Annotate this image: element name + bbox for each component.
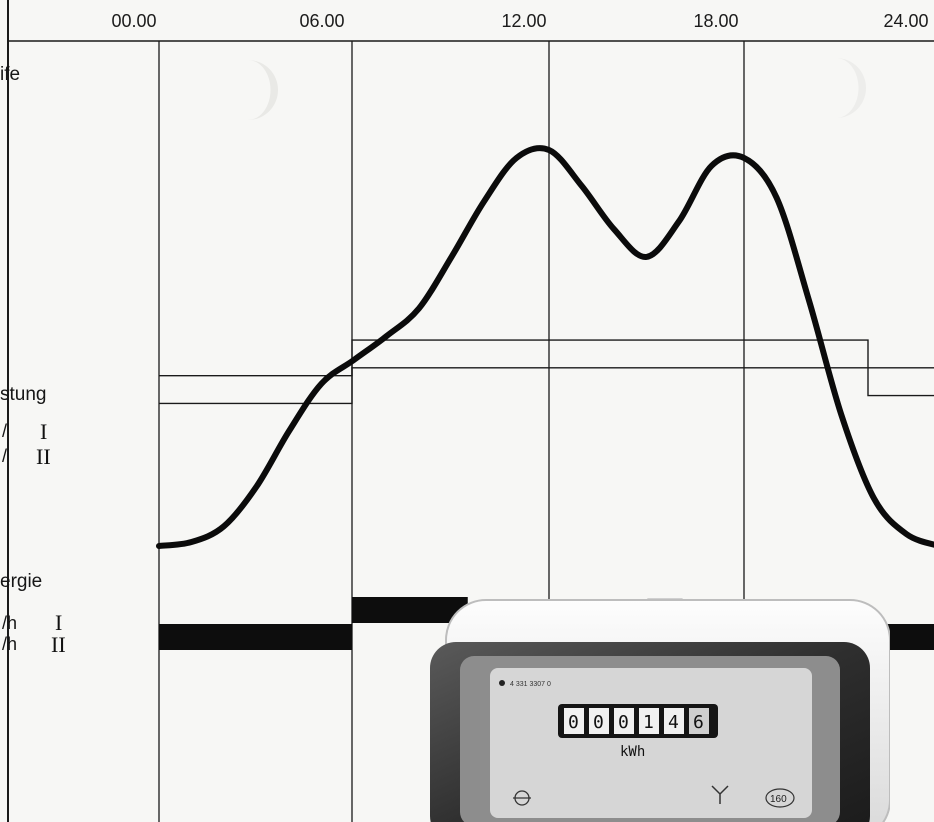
power-row-2-prefix: / bbox=[2, 446, 8, 466]
meter-dial-icon bbox=[765, 788, 795, 808]
energy-tariff-2-label: II bbox=[51, 632, 66, 657]
meter-three-phase-icon bbox=[711, 785, 729, 804]
meter-plate-code: 4 331 3307 0 bbox=[510, 681, 551, 688]
load-curve bbox=[156, 145, 934, 549]
meter-dial-number: 160 bbox=[770, 794, 787, 805]
counter-digit-box bbox=[689, 708, 709, 734]
counter-digit-box bbox=[664, 708, 684, 734]
section-label-load: ife bbox=[0, 64, 21, 85]
power-step-line-2 bbox=[159, 367, 934, 405]
x-tick-label: 12.00 bbox=[501, 11, 547, 31]
counter-digit-box bbox=[589, 708, 609, 734]
load-curve-line bbox=[156, 145, 934, 549]
energy-bar-1 bbox=[159, 624, 352, 650]
section-label-energy: ergie bbox=[0, 571, 43, 592]
power-step-line-1 bbox=[159, 339, 934, 377]
counter-digit: 1 bbox=[643, 712, 654, 733]
meter-unit: kWh bbox=[620, 744, 645, 760]
counter-digit: 6 bbox=[693, 712, 704, 733]
energy-bars bbox=[159, 597, 934, 650]
section-label-power: stung bbox=[0, 384, 47, 405]
counter-digit: 0 bbox=[568, 712, 579, 733]
x-tick-label: 06.00 bbox=[299, 11, 345, 31]
counter-digit: 0 bbox=[618, 712, 629, 733]
power-row-1-prefix: / bbox=[2, 421, 8, 441]
moon-icons bbox=[248, 58, 866, 120]
power-tariff-1-label: I bbox=[40, 419, 48, 444]
moon-icon bbox=[836, 58, 866, 118]
energy-row-1-prefix: /h bbox=[2, 613, 18, 633]
moon-icon bbox=[248, 60, 278, 120]
power-tariff-2-label: II bbox=[36, 444, 51, 469]
energy-bar-2 bbox=[352, 597, 468, 623]
plate-screw bbox=[499, 680, 505, 686]
counter-digit: 0 bbox=[593, 712, 604, 733]
energy-tariff-1-label: I bbox=[55, 610, 63, 635]
counter-digit-box bbox=[564, 708, 584, 734]
energy-row-2-prefix: /h bbox=[2, 634, 18, 654]
counter-digit: 4 bbox=[668, 712, 679, 733]
x-tick-label: 00.00 bbox=[111, 11, 157, 31]
counter-digit-box bbox=[639, 708, 659, 734]
x-tick-label: 18.00 bbox=[693, 11, 739, 31]
power-step-lines bbox=[159, 339, 934, 405]
x-tick-label: 24.00 bbox=[883, 11, 929, 31]
counter-digit-box bbox=[614, 708, 634, 734]
meter-nameplate bbox=[490, 668, 812, 818]
